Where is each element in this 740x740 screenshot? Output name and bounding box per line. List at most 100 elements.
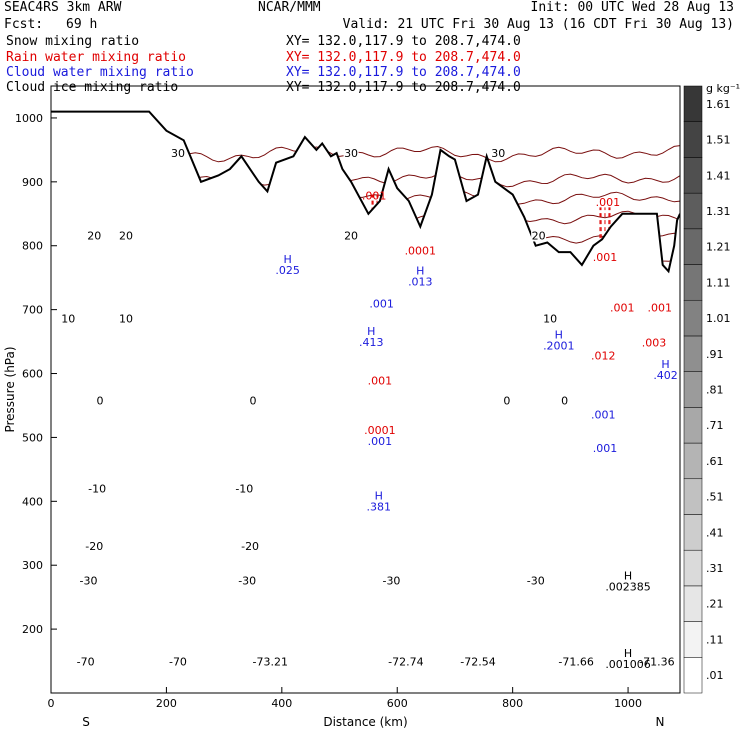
- colorbar-swatch: [683, 121, 703, 158]
- colorbar-swatch: [683, 85, 703, 122]
- y-tick-label: 200: [22, 623, 43, 636]
- x-tick-label: 400: [271, 697, 292, 710]
- colorbar-swatch: [683, 442, 703, 480]
- max-value-label: .003: [642, 337, 667, 350]
- max-value-label: .013: [408, 275, 433, 288]
- contour-label-bg: [118, 229, 134, 242]
- y-tick-label: 300: [22, 559, 43, 572]
- contour-label-bg: [77, 574, 100, 587]
- contour-label: 20: [87, 230, 101, 243]
- colorbar-label: 1.31: [706, 205, 731, 218]
- org-label: NCAR/MMM: [258, 0, 321, 15]
- colorbar-swatch: [683, 657, 703, 694]
- contour-label: -71.66: [558, 656, 593, 669]
- field-xy-snow: XY= 132.0,117.9 to 208.7,474.0: [286, 34, 521, 49]
- contour-label-bg: [74, 655, 97, 668]
- colorbar-label: .01: [706, 669, 724, 682]
- max-value-label: .001: [593, 251, 618, 264]
- max-value-label: .025: [275, 264, 300, 277]
- colorbar-swatch: [683, 407, 703, 444]
- y-tick-label: 800: [22, 240, 43, 253]
- max-value-label: H: [661, 358, 669, 371]
- contour-label: 10: [543, 313, 557, 326]
- max-value-label: .402: [653, 369, 678, 382]
- colorbar-label: 1.11: [706, 276, 731, 289]
- colorbar-swatch: [683, 299, 703, 337]
- fcst-value: 69 h: [66, 17, 98, 32]
- colorbar-label: .31: [706, 562, 724, 575]
- x-tick-label: 1000: [614, 697, 642, 710]
- contour-label: 30: [171, 147, 185, 160]
- y-tick-label: 500: [22, 431, 43, 444]
- contour-label-bg: [531, 229, 547, 242]
- colorbar-swatch: [683, 371, 703, 408]
- contour-label: 20: [532, 230, 546, 243]
- max-value-label: H: [555, 328, 563, 341]
- contour-label: 0: [503, 394, 510, 407]
- colorbar-label: .51: [706, 491, 724, 504]
- contour-label-bg: [542, 312, 558, 325]
- contour-label-bg: [636, 655, 678, 668]
- contour-label-bg: [95, 394, 105, 407]
- max-value-label: .012: [591, 349, 616, 362]
- max-value-label: .0001: [364, 424, 396, 437]
- contour-label: -30: [382, 575, 400, 588]
- y-tick-label: 700: [22, 304, 43, 317]
- contour-label-bg: [60, 312, 76, 325]
- contour-label: -73.21: [253, 656, 288, 669]
- contour-label: -20: [85, 540, 103, 553]
- colorbar-swatch: [683, 157, 703, 194]
- contour-label: -71.36: [639, 656, 674, 669]
- contour-label-bg: [502, 394, 512, 407]
- contour-label-bg: [560, 394, 569, 407]
- contour-label: -10: [88, 483, 106, 496]
- contour-label-bg: [239, 540, 261, 553]
- max-value-label: H: [416, 264, 424, 277]
- colorbar-swatch: [683, 192, 703, 230]
- contour-label: -20: [241, 540, 259, 553]
- init-time: Init: 00 UTC Wed 28 Aug 13: [530, 0, 735, 15]
- max-value-label: .001: [591, 408, 616, 421]
- y-axis-label: Pressure (hPa): [3, 346, 17, 432]
- colorbar-label: .81: [706, 384, 724, 397]
- colorbar-swatch: [683, 228, 703, 265]
- x-tick-label: 0: [48, 697, 55, 710]
- colorbar-label: .11: [706, 633, 724, 646]
- max-value-label: .002385: [605, 580, 651, 593]
- contour-label: 0: [249, 394, 256, 407]
- max-value-label: .001006: [605, 658, 651, 671]
- contour-label: 0: [97, 394, 104, 407]
- contour-label: 30: [491, 147, 505, 160]
- max-value-label: .001: [596, 196, 621, 209]
- max-value-label: .001: [368, 435, 393, 448]
- contour-label: -72.54: [460, 656, 495, 669]
- field-name-cloudice: Cloud ice mixing ratio: [6, 80, 179, 95]
- contour-label-bg: [118, 312, 134, 325]
- colorbar-label: .61: [706, 455, 724, 468]
- y-tick-label: 900: [22, 176, 43, 189]
- contour-label: -70: [77, 656, 95, 669]
- max-value-label: .0001: [405, 245, 437, 258]
- contour-label-bg: [343, 229, 359, 242]
- colorbar-swatch: [683, 621, 703, 658]
- contour-label: 20: [119, 230, 133, 243]
- contour-label: -30: [238, 575, 256, 588]
- max-value-label: .001: [648, 302, 673, 315]
- colorbar-label: .91: [706, 348, 724, 361]
- max-value-label: H: [367, 325, 375, 338]
- model-label: SEAC4RS 3km ARW: [4, 0, 122, 15]
- terrain-line: [51, 110, 680, 274]
- y-tick-label: 400: [22, 495, 43, 508]
- south-label: S: [82, 715, 90, 729]
- colorbar-label: .21: [706, 598, 724, 611]
- terrain-fill: [51, 111, 680, 693]
- colorbar-swatch: [683, 585, 703, 622]
- x-axis-label: Distance (km): [323, 715, 407, 729]
- y-tick-label: 600: [22, 368, 43, 381]
- colorbar-label: 1.51: [706, 134, 731, 147]
- contour-label-bg: [524, 574, 547, 587]
- contour-label: 20: [344, 230, 358, 243]
- contour-label: -72.74: [388, 656, 423, 669]
- max-value-label: H: [283, 253, 291, 266]
